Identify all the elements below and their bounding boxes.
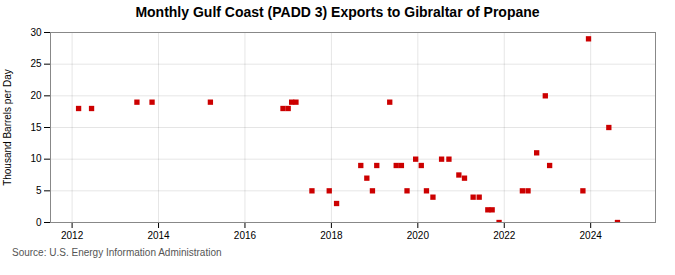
svg-text:20: 20 [30,90,42,101]
svg-text:2018: 2018 [320,230,343,241]
svg-text:2014: 2014 [147,230,170,241]
svg-text:10: 10 [30,153,42,164]
svg-text:2024: 2024 [580,230,603,241]
html-text:Source: U.S. Energy Informatio: Source: U.S. Energy Information Administ… [12,247,222,258]
svg-text:2022: 2022 [493,230,516,241]
html-text:Monthly Gulf Coast (PADD 3) Ex: Monthly Gulf Coast (PADD 3) Exports to G… [135,4,540,20]
svg-text:2016: 2016 [234,230,257,241]
svg-text:15: 15 [30,122,42,133]
svg-text:5: 5 [36,185,42,196]
svg-text:Thousand Barrels per Day: Thousand Barrels per Day [2,69,13,186]
svg-text:30: 30 [30,27,42,38]
svg-text:2020: 2020 [407,230,430,241]
svg-text:2012: 2012 [61,230,84,241]
svg-text:25: 25 [30,58,42,69]
svg-text:0: 0 [36,217,42,228]
